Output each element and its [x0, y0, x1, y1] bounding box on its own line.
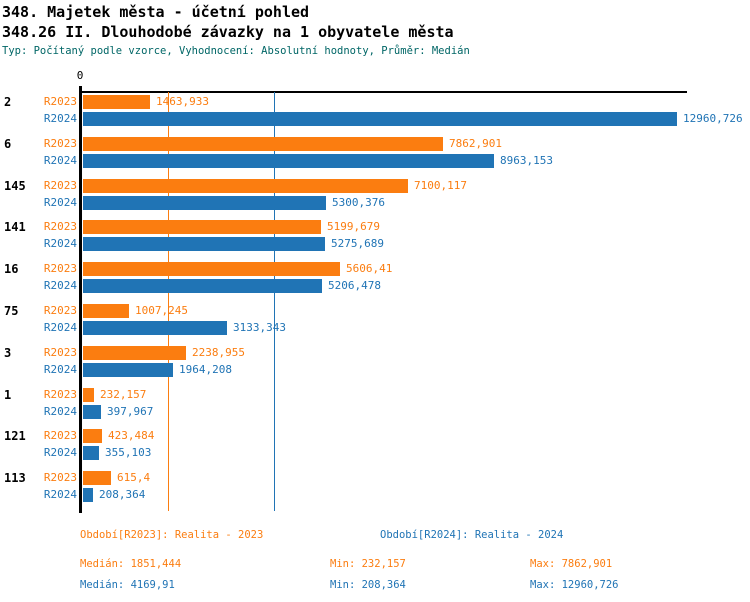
- series-label-r2024: R2024: [43, 112, 77, 125]
- series-label-r2023: R2023: [43, 220, 77, 233]
- bar-value-label-r2023: 5199,679: [327, 220, 380, 233]
- series-label-r2024: R2024: [43, 363, 77, 376]
- bar-value-label-r2023: 7100,117: [414, 179, 467, 192]
- bar-value-label-r2023: 7862,901: [449, 137, 502, 150]
- bar-r2024: [83, 321, 227, 335]
- category-label: 6: [4, 137, 12, 151]
- bar-value-label-r2024: 12960,726: [683, 112, 743, 125]
- bar-r2024: [83, 405, 101, 419]
- bar-value-label-r2024: 3133,343: [233, 321, 286, 334]
- stat-max-r2024: Max: 12960,726: [530, 579, 619, 591]
- page-title: 348. Majetek města - účetní pohled: [2, 3, 310, 21]
- series-label-r2024: R2024: [43, 154, 77, 167]
- legend-r2023: Období[R2023]: Realita - 2023: [80, 529, 264, 541]
- bar-r2024: [83, 237, 325, 251]
- series-label-r2023: R2023: [43, 346, 77, 359]
- bar-value-label-r2023: 232,157: [100, 388, 147, 401]
- category-label: 16: [4, 262, 19, 276]
- series-label-r2023: R2023: [43, 388, 77, 401]
- series-label-r2024: R2024: [43, 196, 77, 209]
- series-label-r2023: R2023: [43, 95, 77, 108]
- series-label-r2023: R2023: [43, 429, 77, 442]
- legend-r2024: Období[R2024]: Realita - 2024: [380, 529, 564, 541]
- bar-r2024: [83, 196, 326, 210]
- series-label-r2024: R2024: [43, 446, 77, 459]
- y-axis-line: [79, 86, 82, 513]
- bar-value-label-r2024: 208,364: [99, 488, 146, 501]
- category-label: 141: [4, 220, 26, 234]
- bar-r2024: [83, 154, 494, 168]
- series-label-r2024: R2024: [43, 237, 77, 250]
- x-axis-top-line: [79, 91, 687, 93]
- series-label-r2023: R2023: [43, 262, 77, 275]
- stat-median-r2024: Medián: 4169,91: [80, 579, 175, 591]
- bar-value-label-r2023: 423,484: [108, 429, 155, 442]
- x-axis-zero-tick-label: 0: [76, 69, 84, 82]
- page-subtitle: 348.26 II. Dlouhodobé závazky na 1 obyva…: [2, 23, 454, 41]
- category-label: 75: [4, 304, 19, 318]
- bar-r2024: [83, 446, 99, 460]
- bar-r2023: [83, 137, 443, 151]
- category-label: 113: [4, 471, 26, 485]
- series-label-r2023: R2023: [43, 179, 77, 192]
- stat-max-r2023: Max: 7862,901: [530, 558, 613, 570]
- bar-value-label-r2024: 5206,478: [328, 279, 381, 292]
- bar-value-label-r2023: 5606,41: [346, 262, 393, 275]
- bar-r2023: [83, 429, 102, 443]
- bar-r2023: [83, 179, 408, 193]
- bar-value-label-r2023: 1463,933: [156, 95, 209, 108]
- bar-r2023: [83, 304, 129, 318]
- bar-value-label-r2023: 1007,245: [135, 304, 188, 317]
- series-label-r2024: R2024: [43, 321, 77, 334]
- bar-r2024: [83, 488, 93, 502]
- category-label: 121: [4, 429, 26, 443]
- median-line-r2024: [274, 92, 275, 511]
- series-label-r2024: R2024: [43, 488, 77, 501]
- bar-r2023: [83, 471, 111, 485]
- bar-value-label-r2024: 397,967: [107, 405, 154, 418]
- bar-value-label-r2024: 5275,689: [331, 237, 384, 250]
- stat-median-r2023: Medián: 1851,444: [80, 558, 182, 570]
- category-label: 1: [4, 388, 12, 402]
- chart-meta-line: Typ: Počítaný podle vzorce, Vyhodnocení:…: [2, 45, 470, 57]
- series-label-r2023: R2023: [43, 304, 77, 317]
- bar-r2023: [83, 95, 150, 109]
- bar-r2023: [83, 388, 94, 402]
- bar-value-label-r2024: 5300,376: [332, 196, 385, 209]
- bar-r2024: [83, 112, 677, 126]
- series-label-r2024: R2024: [43, 405, 77, 418]
- stat-min-r2023: Min: 232,157: [330, 558, 406, 570]
- series-label-r2024: R2024: [43, 279, 77, 292]
- bar-r2024: [83, 363, 173, 377]
- category-label: 145: [4, 179, 26, 193]
- bar-value-label-r2024: 1964,208: [179, 363, 232, 376]
- bar-r2023: [83, 346, 186, 360]
- stat-min-r2024: Min: 208,364: [330, 579, 406, 591]
- bar-r2024: [83, 279, 322, 293]
- bar-value-label-r2024: 355,103: [105, 446, 152, 459]
- bar-value-label-r2023: 2238,955: [192, 346, 245, 359]
- category-label: 3: [4, 346, 12, 360]
- bar-r2023: [83, 262, 340, 276]
- series-label-r2023: R2023: [43, 471, 77, 484]
- category-label: 2: [4, 95, 12, 109]
- median-line-r2023: [168, 92, 169, 511]
- bar-value-label-r2024: 8963,153: [500, 154, 553, 167]
- series-label-r2023: R2023: [43, 137, 77, 150]
- bar-value-label-r2023: 615,4: [117, 471, 151, 484]
- bar-r2023: [83, 220, 321, 234]
